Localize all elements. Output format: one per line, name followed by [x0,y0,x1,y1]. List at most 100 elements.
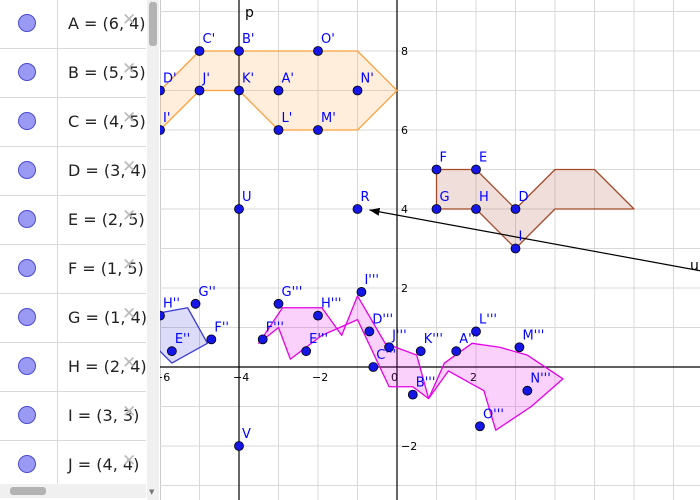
scrollbar-thumb[interactable] [149,2,157,46]
point-marker[interactable] [510,204,521,214]
point-marker[interactable] [407,389,418,400]
point-marker[interactable] [475,421,485,432]
point[interactable]: H [471,190,489,214]
point[interactable]: K''' [415,332,443,357]
point[interactable]: O''' [475,407,504,432]
point[interactable]: B''' [407,376,435,400]
delete-icon[interactable]: ✕ [122,451,137,471]
delete-icon[interactable]: ✕ [122,157,137,177]
point-marker[interactable] [368,362,379,372]
algebra-horizontal-scrollbar[interactable] [0,484,146,498]
polygon-brown[interactable] [435,168,635,250]
visibility-toggle-icon[interactable] [18,455,36,473]
point[interactable]: E''' [301,332,328,357]
visibility-toggle-icon[interactable] [18,406,36,424]
point-marker[interactable] [257,334,268,345]
point-marker[interactable] [234,46,244,56]
point[interactable]: E'' [166,332,190,357]
point-marker[interactable] [471,326,481,337]
point-marker[interactable] [206,334,217,345]
point[interactable]: C''' [368,348,396,372]
point-marker[interactable] [352,85,363,96]
point-marker[interactable] [431,164,442,175]
point-marker[interactable] [431,204,442,214]
point-marker[interactable] [364,326,375,337]
algebra-row[interactable]: J = (4, 4) ✕ [0,441,146,490]
point-marker[interactable] [190,298,201,309]
points[interactable]: F'E'C'B'O'G'H'D'J'K'A'N'I'L'M'TURVFEGHDI… [160,32,551,451]
point-definition[interactable]: A = (6, 4) [68,14,146,33]
delete-icon[interactable]: ✕ [122,108,137,128]
point-marker[interactable] [471,164,481,175]
point[interactable]: D' [160,72,177,96]
point-marker[interactable] [234,441,244,451]
point[interactable]: L''' [471,312,497,337]
point[interactable]: I [510,230,522,254]
point-definition[interactable]: F = (1, 5) [68,259,144,278]
visibility-toggle-icon[interactable] [18,63,36,81]
point[interactable]: M' [313,111,336,135]
point-marker[interactable] [234,204,244,214]
point[interactable]: F''' [257,320,284,345]
delete-icon[interactable]: ✕ [122,402,137,422]
visibility-toggle-icon[interactable] [18,161,36,179]
point[interactable]: I''' [356,273,379,297]
point[interactable]: N''' [522,372,551,396]
algebra-vertical-scrollbar[interactable]: ▲ ▼ [147,0,159,500]
point[interactable]: G'' [190,285,216,309]
delete-icon[interactable]: ✕ [122,353,137,373]
point[interactable]: M''' [514,328,544,353]
point[interactable]: O' [313,32,335,56]
visibility-toggle-icon[interactable] [18,210,36,228]
point[interactable]: G''' [273,285,302,309]
point[interactable]: F'' [206,320,229,345]
point-definition[interactable]: H = (2, 4) [68,357,147,376]
point[interactable]: J' [194,72,210,96]
point-marker[interactable] [273,85,284,96]
point[interactable]: D [510,190,529,214]
point[interactable]: F [431,151,447,175]
point[interactable]: E [471,151,488,175]
visibility-toggle-icon[interactable] [18,14,36,32]
point-marker[interactable] [356,287,367,297]
point-definition[interactable]: J = (4, 4) [68,455,140,474]
visibility-toggle-icon[interactable] [18,357,36,375]
point-definition[interactable]: D = (3, 4) [68,161,147,180]
point-marker[interactable] [313,310,323,321]
point-marker[interactable] [415,346,426,357]
point-marker[interactable] [313,125,323,135]
horizontal-scrollbar-thumb[interactable] [10,487,46,495]
point-marker[interactable] [510,243,521,254]
point-marker[interactable] [352,204,363,214]
point[interactable]: N' [352,72,374,96]
point[interactable]: A''' [451,332,479,357]
point[interactable]: R [352,190,370,214]
point-marker[interactable] [384,342,395,353]
delete-icon[interactable]: ✕ [122,206,137,226]
point[interactable]: H'' [160,297,180,321]
point[interactable]: K' [234,72,255,96]
vector-u[interactable]: u [369,207,700,274]
point[interactable]: B' [234,32,255,56]
point-marker[interactable] [160,125,165,135]
point[interactable]: D''' [364,312,393,337]
point-definition[interactable]: G = (1, 4) [68,308,147,327]
point-marker[interactable] [273,125,284,135]
scroll-down-arrow-icon[interactable]: ▼ [149,488,155,496]
visibility-toggle-icon[interactable] [18,259,36,277]
point-marker[interactable] [313,46,323,56]
point-marker[interactable] [522,385,533,396]
algebra-row[interactable]: G = (1, 4) ✕ [0,294,147,343]
point-definition[interactable]: I = (3, 3) [68,406,140,425]
algebra-row[interactable]: B = (5, 5) ✕ [0,49,146,98]
algebra-row[interactable]: I = (3, 3) ✕ [0,392,146,441]
point[interactable]: I' [160,111,170,135]
delete-icon[interactable]: ✕ [122,304,137,324]
algebra-row[interactable]: D = (3, 4) ✕ [0,147,147,196]
delete-icon[interactable]: ✕ [122,59,137,79]
algebra-row[interactable]: H = (2, 4) ✕ [0,343,147,392]
delete-icon[interactable]: ✕ [122,255,137,275]
point[interactable]: H''' [313,297,342,321]
